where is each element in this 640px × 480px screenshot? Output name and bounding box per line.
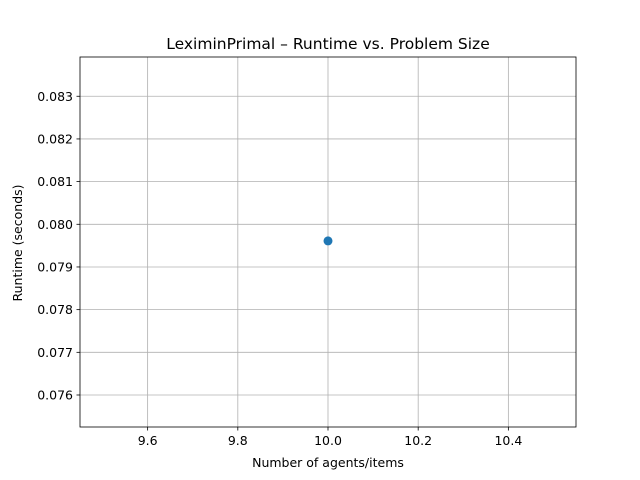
y-tick-label: 0.079 (37, 259, 73, 274)
y-tick-label: 0.081 (37, 174, 73, 189)
y-axis-ticks: 0.076 0.077 0.078 0.079 0.080 0.081 0.082 0.083 (37, 89, 80, 402)
x-tick-label: 10.2 (404, 433, 432, 448)
y-tick-label: 0.076 (37, 387, 73, 402)
data-point (323, 236, 333, 246)
y-tick-label: 0.082 (37, 131, 73, 146)
x-tick-label: 9.8 (228, 433, 248, 448)
grid (80, 57, 576, 427)
y-tick-label: 0.077 (37, 345, 73, 360)
x-tick-label: 10.0 (314, 433, 342, 448)
x-axis-label: Number of agents/items (252, 455, 404, 470)
y-tick-label: 0.080 (37, 217, 73, 232)
chart-title: LeximinPrimal – Runtime vs. Problem Size (166, 35, 489, 53)
x-axis-ticks: 9.6 9.8 10.0 10.2 10.4 (138, 427, 522, 448)
x-tick-label: 9.6 (138, 433, 158, 448)
y-tick-label: 0.083 (37, 89, 73, 104)
y-tick-label: 0.078 (37, 302, 73, 317)
y-axis-label: Runtime (seconds) (10, 184, 25, 301)
x-tick-label: 10.4 (494, 433, 522, 448)
series-layer (323, 236, 333, 246)
